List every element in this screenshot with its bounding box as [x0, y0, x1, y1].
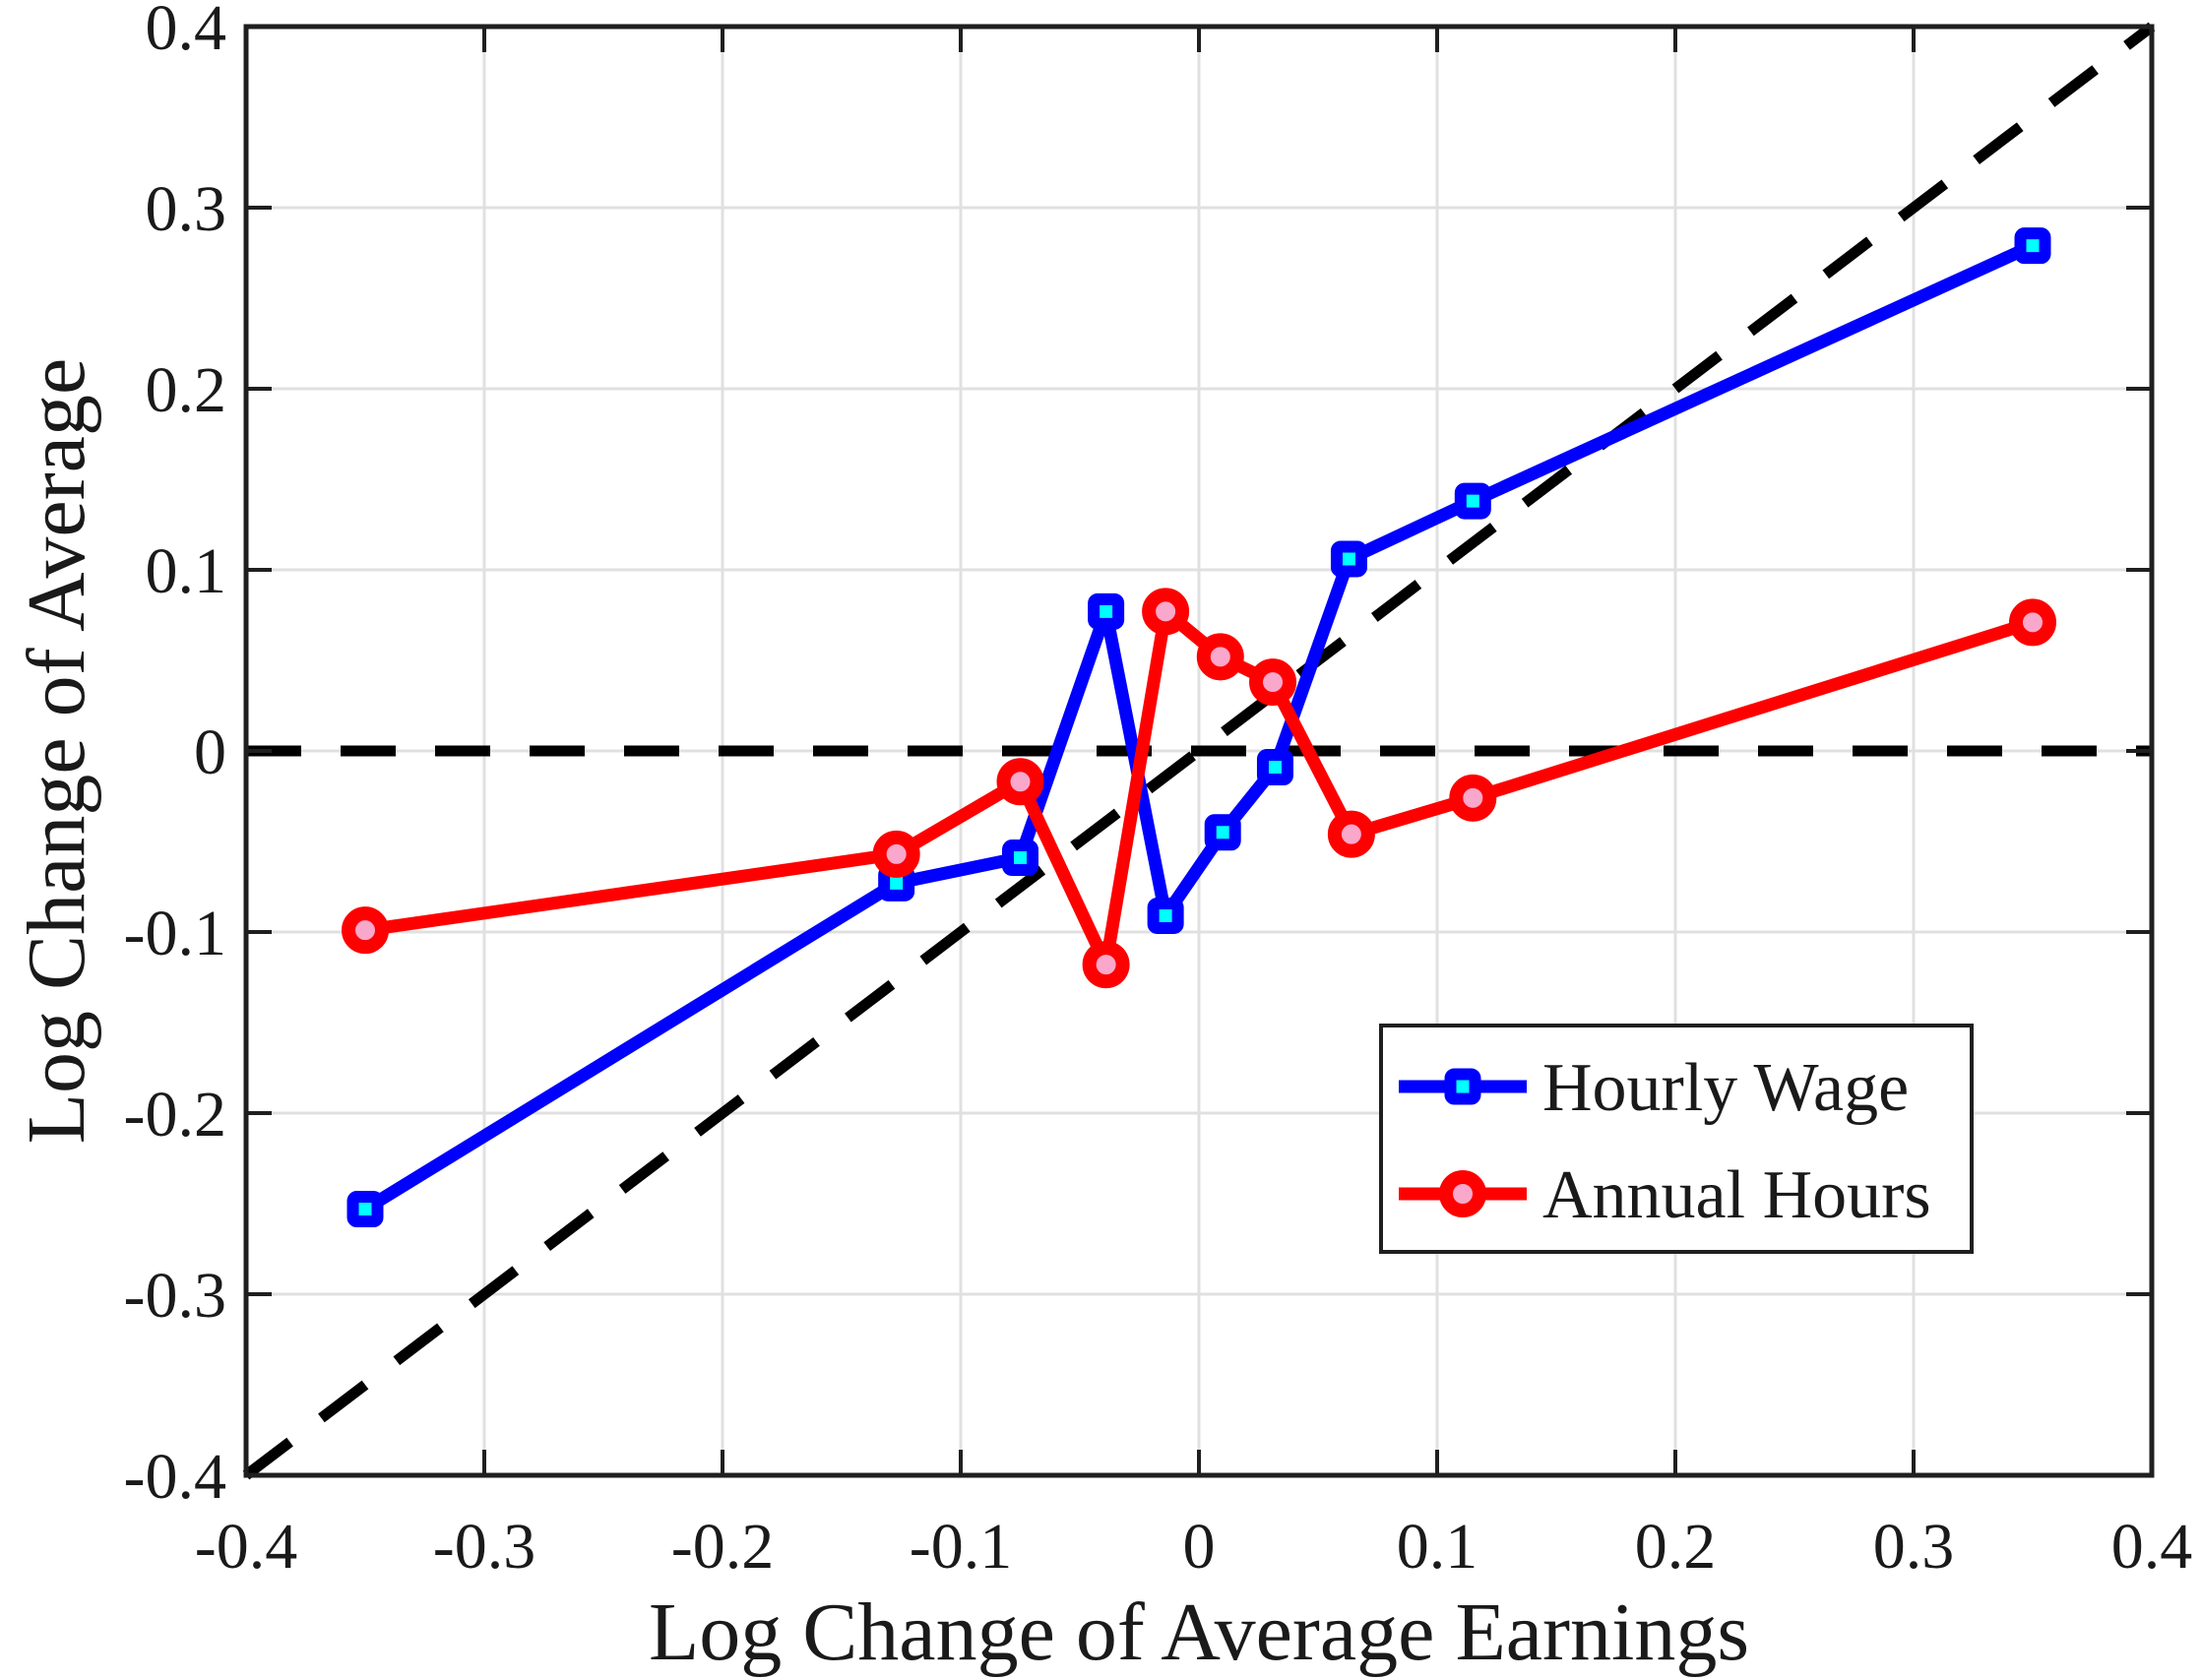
legend: Hourly Wage Annual Hours	[1379, 1024, 1974, 1254]
data-point-marker	[996, 758, 1044, 806]
data-point-marker	[1082, 941, 1130, 989]
x-tick-label: 0.4	[2111, 1511, 2193, 1583]
x-tick-label: -0.4	[195, 1511, 297, 1583]
tick-labels-layer: -0.4 -0.3 -0.2 -0.1 0 0.1 0.2 0.3 0.4 -0.4 -0.3 -0.…	[124, 0, 2193, 1583]
data-point-marker	[2014, 227, 2051, 265]
legend-box	[1379, 1024, 1974, 1254]
x-tick-label: 0.3	[1873, 1511, 1955, 1583]
data-point-marker	[1449, 774, 1497, 822]
data-point-marker	[1327, 810, 1375, 858]
x-tick-label: 0.2	[1635, 1511, 1717, 1583]
series-line	[358, 239, 2040, 1216]
data-point-marker	[1002, 840, 1038, 877]
y-tick-label: 0.1	[146, 535, 227, 607]
y-tick-label: -0.3	[124, 1260, 226, 1332]
x-tick-label: -0.1	[910, 1511, 1012, 1583]
data-point-marker	[1256, 749, 1293, 786]
x-axis-label: Log Change of Average Earnings	[649, 1587, 1749, 1678]
y-tick-label: 0.4	[146, 0, 227, 64]
x-tick-label: -0.2	[671, 1511, 774, 1583]
series-annual-hours	[342, 588, 2056, 989]
y-tick-label: -0.1	[124, 898, 226, 969]
data-point-marker	[1454, 482, 1491, 520]
y-tick-label: 0.3	[146, 173, 227, 245]
data-point-marker	[346, 1191, 384, 1228]
x-tick-label: 0	[1183, 1511, 1216, 1583]
x-tick-label: -0.3	[433, 1511, 535, 1583]
x-tick-label: 0.1	[1397, 1511, 1478, 1583]
ticks-layer	[244, 25, 2154, 1477]
reference-lines-layer	[242, 22, 2156, 1480]
legend-sample-marker	[1439, 1170, 1486, 1217]
series-layer	[342, 227, 2056, 1228]
data-point-marker	[1142, 588, 1190, 636]
data-point-marker	[1249, 658, 1297, 707]
data-point-marker	[872, 830, 920, 878]
legend-label-hourly-wage: Hourly Wage	[1542, 1050, 1909, 1126]
y-tick-label: -0.4	[124, 1441, 226, 1513]
series-line	[358, 604, 2040, 971]
data-point-marker	[1088, 592, 1125, 630]
y-tick-label: 0	[194, 716, 226, 788]
45-degree-line	[242, 22, 2156, 1480]
data-point-marker	[1204, 814, 1241, 851]
data-point-marker	[1330, 540, 1367, 578]
data-point-marker	[1147, 897, 1184, 934]
data-point-marker	[1196, 633, 1244, 681]
y-axis-label: Log Change of Average	[11, 358, 102, 1145]
legend-sample-annual-hours	[1399, 1170, 1527, 1217]
y-tick-label: -0.2	[124, 1079, 226, 1151]
data-point-marker	[2009, 598, 2056, 647]
legend-sample-marker	[1444, 1068, 1481, 1105]
legend-sample-hourly-wage	[1399, 1068, 1527, 1105]
y-tick-label: 0.2	[146, 354, 227, 426]
legend-label-annual-hours: Annual Hours	[1542, 1157, 1931, 1233]
data-point-marker	[342, 906, 389, 955]
